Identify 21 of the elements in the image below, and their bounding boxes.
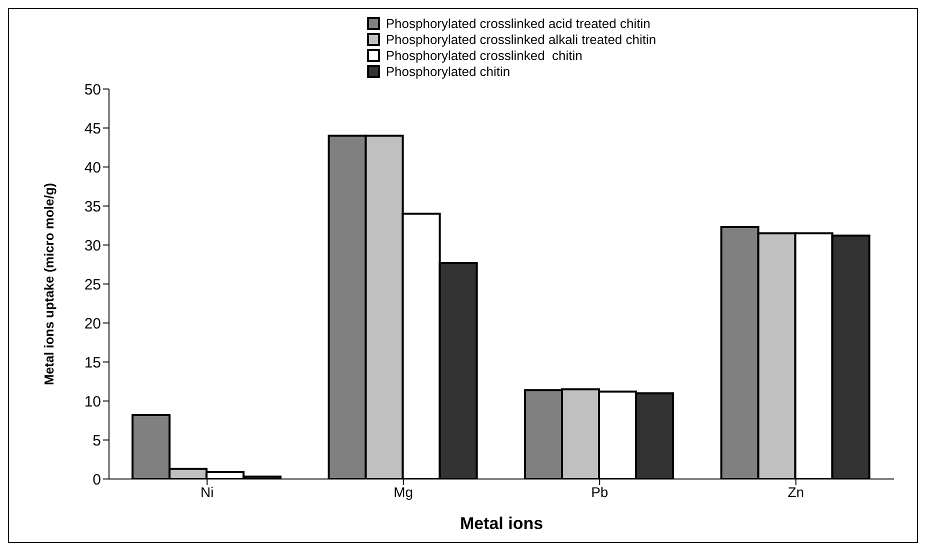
y-tick-label: 35 <box>84 198 101 216</box>
x-tick-label: Pb <box>591 484 608 500</box>
x-tick-label: Ni <box>200 484 214 500</box>
y-axis-title: Metal ions uptake (micro mole/g) <box>42 182 57 386</box>
y-tick-label: 5 <box>92 432 101 450</box>
x-tick-label: Zn <box>788 484 804 500</box>
y-tick-label: 25 <box>84 276 101 294</box>
y-tick-label: 30 <box>84 237 101 254</box>
y-tick-label: 20 <box>84 315 101 332</box>
y-tick-label: 45 <box>84 120 101 138</box>
legend-label: Phosphorylated crosslinked acid treated chitin <box>386 16 650 30</box>
y-tick-label: 10 <box>84 393 101 410</box>
x-tick-label: Mg <box>394 484 414 500</box>
y-tick-label: 0 <box>92 471 101 488</box>
x-axis-title: Metal ions <box>460 514 544 533</box>
y-tick-label: 50 <box>84 81 101 98</box>
y-tick-label: 15 <box>84 354 101 372</box>
legend-label: Phosphorylated crosslinked chitin <box>386 48 582 62</box>
legend-label: Phosphorylated crosslinked alkali treated chitin <box>386 32 656 46</box>
legend-label: Phosphorylated chitin <box>386 64 510 78</box>
y-tick-label: 40 <box>84 159 101 176</box>
